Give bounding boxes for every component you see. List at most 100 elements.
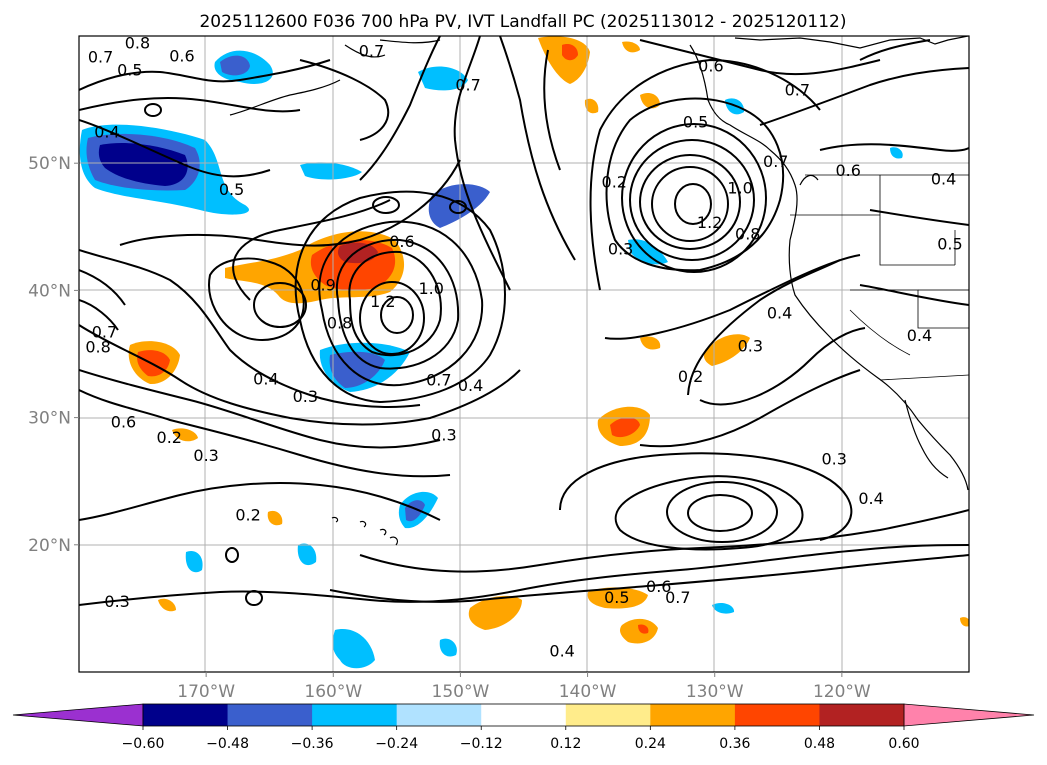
colorbar-tick-label: −0.24 bbox=[375, 736, 418, 752]
contour-label: 1.2 bbox=[370, 292, 395, 311]
colorbar-tick-label: 0.48 bbox=[804, 736, 835, 752]
y-tick-label: 40°N bbox=[28, 281, 71, 301]
positive-anomaly-region bbox=[587, 587, 648, 609]
x-tick-label: 160°W bbox=[304, 682, 362, 702]
colorbar-tick-label: 0.60 bbox=[888, 736, 919, 752]
colorbar-tick-label: −0.36 bbox=[291, 736, 334, 752]
contour-label: 0.4 bbox=[549, 642, 574, 661]
colorbar-tick-label: −0.48 bbox=[206, 736, 249, 752]
negative-anomaly-region bbox=[428, 184, 490, 228]
contour-label: 0.4 bbox=[458, 376, 483, 395]
contour-label: 0.2 bbox=[602, 172, 627, 191]
contour-label: 0.6 bbox=[111, 413, 136, 432]
contour-label: 0.2 bbox=[678, 367, 703, 386]
y-tick-label: 50°N bbox=[28, 154, 71, 174]
contour-label: 1.0 bbox=[418, 279, 443, 298]
contour-label: 0.7 bbox=[92, 322, 117, 341]
positive-anomaly-region bbox=[704, 334, 750, 366]
x-tick-label: 120°W bbox=[813, 682, 871, 702]
colorbar-tick-label: 0.36 bbox=[719, 736, 750, 752]
contour-label: 0.7 bbox=[763, 152, 788, 171]
negative-anomaly-region bbox=[418, 66, 468, 91]
contour-label: 0.4 bbox=[767, 303, 792, 322]
contour-label: 0.3 bbox=[608, 240, 633, 259]
contour-label: 0.4 bbox=[931, 170, 956, 189]
colorbar-segment bbox=[650, 704, 736, 726]
negative-anomaly-region bbox=[185, 550, 203, 573]
pv-contours bbox=[79, 36, 969, 606]
positive-anomaly-region bbox=[172, 428, 198, 442]
colorbar-segment bbox=[396, 704, 482, 726]
x-tick-label: 150°W bbox=[432, 682, 490, 702]
positive-anomaly-region bbox=[960, 617, 969, 627]
contour-label: 0.3 bbox=[193, 446, 218, 465]
y-tick-label: 20°N bbox=[28, 536, 71, 556]
negative-anomaly-region bbox=[712, 602, 735, 614]
positive-anomaly-region bbox=[622, 41, 640, 53]
contour-label: 0.8 bbox=[327, 313, 352, 332]
contour-label: 0.6 bbox=[169, 46, 194, 65]
coastlines bbox=[229, 36, 969, 546]
negative-anomaly-region bbox=[98, 143, 188, 186]
negative-anomaly-region bbox=[300, 162, 362, 180]
positive-anomaly-region bbox=[610, 417, 640, 438]
contour-label: 0.5 bbox=[683, 112, 708, 131]
colorbar-segment bbox=[227, 704, 313, 726]
contour-label: 0.8 bbox=[735, 224, 760, 243]
y-axis-labels: 20°N 30°N 40°N 50°N bbox=[28, 154, 79, 556]
contour-label: 1.0 bbox=[727, 179, 752, 198]
contour-label: 0.4 bbox=[253, 369, 278, 388]
contour-labels: 0.80.7 0.60.50.40.50.70.70.20.30.50.60.70… bbox=[85, 34, 962, 672]
colorbar-extend-low bbox=[12, 703, 144, 727]
contour-label: 0.7 bbox=[785, 81, 810, 100]
negative-anomaly-region bbox=[332, 629, 375, 669]
colorbar-extend-high bbox=[903, 703, 1035, 727]
y-tick-label: 30°N bbox=[28, 409, 71, 429]
contour-label: 0.6 bbox=[835, 161, 860, 180]
contour-label: 0.8 bbox=[125, 34, 150, 53]
colorbar-tick-label: −0.12 bbox=[460, 736, 503, 752]
colorbar-tick-label: 0.12 bbox=[550, 736, 581, 752]
map-background bbox=[79, 36, 969, 672]
contour-label: 0.7 bbox=[88, 48, 113, 67]
gridlines bbox=[79, 36, 969, 672]
contour-label: 0.5 bbox=[937, 235, 962, 254]
negative-anomaly-region bbox=[220, 55, 250, 76]
x-axis-labels: 170°W 160°W 150°W 140°W 130°W 120°W bbox=[177, 672, 871, 702]
colorbar-segment bbox=[481, 704, 567, 726]
contour-label: 0.6 bbox=[698, 57, 723, 76]
positive-anomaly-region bbox=[267, 510, 283, 526]
positive-anomaly-region bbox=[562, 44, 578, 61]
colorbar-segment bbox=[734, 704, 820, 726]
colorbar-tick-label: 0.24 bbox=[635, 736, 666, 752]
contour-label: 0.7 bbox=[665, 588, 690, 607]
colorbar-segment bbox=[143, 704, 229, 726]
contour-label: 0.3 bbox=[431, 425, 456, 444]
negative-anomaly-region bbox=[890, 147, 903, 159]
colorbar-segment bbox=[565, 704, 651, 726]
contour-label: 0.3 bbox=[293, 387, 318, 406]
positive-anomaly-region bbox=[158, 598, 176, 612]
contour-label: 0.5 bbox=[117, 60, 142, 79]
chart-title: 2025112600 F036 700 hPa PV, IVT Landfall… bbox=[199, 12, 846, 32]
contour-label: 0.7 bbox=[455, 76, 480, 95]
contour-label: 0.8 bbox=[85, 338, 110, 357]
negative-anomaly-region bbox=[439, 638, 457, 657]
x-tick-label: 170°W bbox=[177, 682, 235, 702]
map-frame bbox=[78, 35, 970, 673]
contour-label: 0.6 bbox=[646, 577, 671, 596]
contour-label: 0.3 bbox=[738, 336, 763, 355]
positive-anomaly-region bbox=[468, 595, 522, 630]
contour-label: 1.2 bbox=[697, 213, 722, 232]
negative-anomaly-region bbox=[297, 543, 317, 566]
contour-label: 0.4 bbox=[858, 489, 883, 508]
contour-label: 0.4 bbox=[907, 326, 932, 345]
contour-label: 0.3 bbox=[104, 592, 129, 611]
negative-anomaly-region bbox=[405, 500, 425, 522]
x-tick-label: 140°W bbox=[559, 682, 617, 702]
positive-anomaly-region bbox=[638, 624, 649, 634]
contour-label: 0.5 bbox=[604, 588, 629, 607]
positive-anomaly-region bbox=[584, 98, 599, 114]
colorbar-segment bbox=[819, 704, 905, 726]
